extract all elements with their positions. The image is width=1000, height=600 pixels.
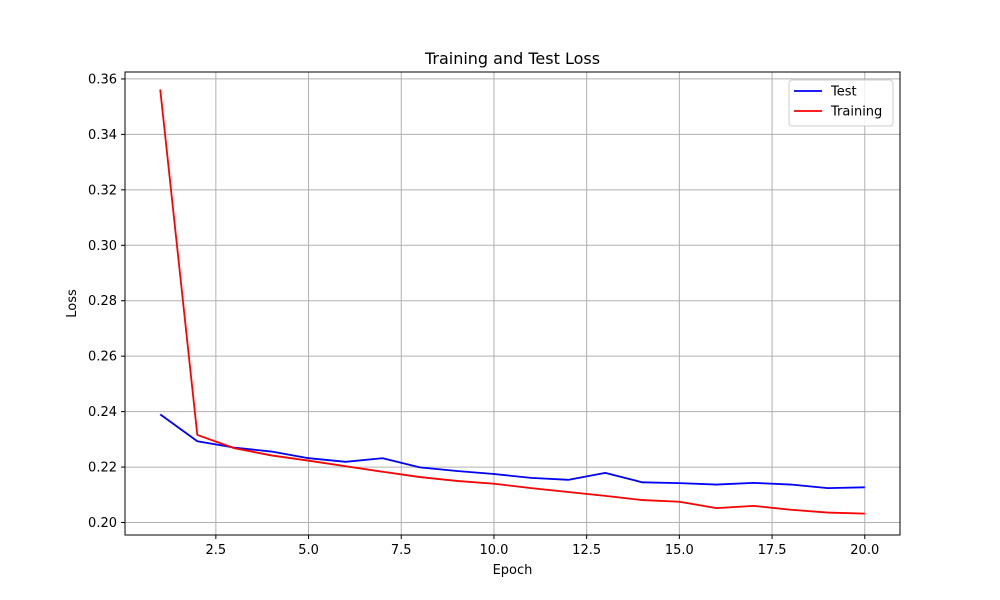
legend: Test Training — [788, 79, 894, 127]
y-axis-ticks: 0.20 0.22 0.24 0.26 0.28 0.30 0.32 0.34 0.36 — [88, 72, 125, 531]
series-line-training — [159, 89, 865, 515]
y-tick-label: 0.30 — [88, 239, 117, 254]
y-tick-label: 0.22 — [88, 461, 117, 476]
y-tick-label: 0.24 — [88, 405, 117, 420]
x-tick-label: 20.0 — [850, 543, 879, 558]
y-tick-label: 0.32 — [88, 183, 117, 198]
x-axis-label: Epoch — [493, 563, 533, 578]
series-layer — [159, 89, 865, 515]
y-tick-label: 0.36 — [88, 72, 117, 87]
x-axis-ticks: 2.5 5.0 7.5 10.0 12.5 15.0 17.5 20.0 — [206, 535, 879, 558]
series-line-test — [159, 413, 865, 490]
y-tick-label: 0.20 — [88, 516, 117, 531]
y-tick-label: 0.28 — [88, 294, 117, 309]
legend-label-training: Training — [830, 105, 882, 120]
x-tick-label: 7.5 — [391, 543, 412, 558]
chart-title: Training and Test Loss — [424, 49, 600, 68]
y-tick-label: 0.34 — [88, 128, 117, 143]
legend-label-test: Test — [830, 85, 857, 100]
grid — [125, 72, 900, 535]
x-tick-label: 10.0 — [479, 543, 508, 558]
x-tick-label: 15.0 — [665, 543, 694, 558]
x-tick-label: 17.5 — [758, 543, 787, 558]
x-tick-label: 12.5 — [572, 543, 601, 558]
y-axis-label: Loss — [65, 289, 80, 318]
x-tick-label: 5.0 — [298, 543, 319, 558]
plot-frame — [124, 71, 901, 536]
x-tick-label: 2.5 — [206, 543, 227, 558]
y-tick-label: 0.26 — [88, 350, 117, 365]
